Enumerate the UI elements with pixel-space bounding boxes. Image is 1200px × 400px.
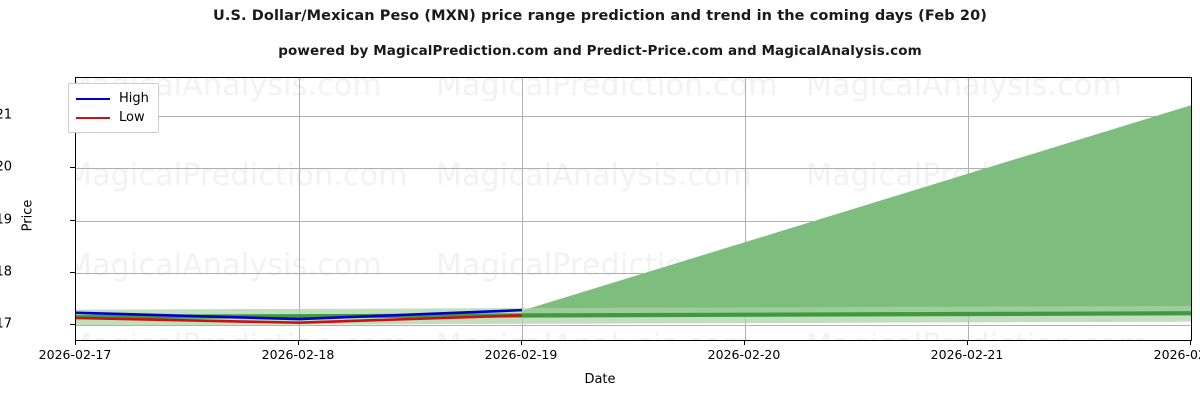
series-line-high	[76, 308, 523, 321]
grid-line-horizontal	[76, 325, 1191, 326]
grid-line-horizontal	[76, 168, 1191, 169]
x-axis-tick-mark	[967, 340, 968, 345]
legend-swatch-low	[76, 116, 110, 119]
grid-line-horizontal	[76, 116, 1191, 117]
y-axis-tick-label: 17	[0, 316, 12, 332]
x-axis-tick-label: 2026-02-20	[707, 347, 781, 362]
y-axis-tick-mark	[70, 219, 75, 221]
grid-line-vertical	[299, 78, 300, 340]
legend-label-low: Low	[119, 110, 145, 125]
x-axis-tick-label: 2026-02-22	[1153, 347, 1200, 362]
legend-item-high: High	[76, 89, 149, 108]
x-axis-tick-label: 2026-02-21	[930, 347, 1004, 362]
series-line-low	[76, 314, 523, 325]
x-axis-label: Date	[584, 372, 616, 387]
grid-line-horizontal	[76, 221, 1191, 222]
forecast-cone-area	[522, 105, 1191, 315]
x-axis-tick-label: 2026-02-19	[484, 347, 558, 362]
x-axis-tick-mark	[521, 340, 522, 345]
y-axis-tick-label: 18	[0, 264, 12, 280]
chart-subtitle: powered by MagicalPrediction.com and Pre…	[278, 43, 922, 59]
chart-title: U.S. Dollar/Mexican Peso (MXN) price ran…	[212, 8, 987, 24]
grid-line-vertical	[745, 78, 746, 340]
x-axis-tick-mark	[298, 340, 299, 345]
grid-line-vertical	[522, 78, 523, 340]
x-axis-tick-mark	[1190, 340, 1191, 345]
legend-item-low: Low	[76, 108, 149, 127]
y-axis-tick-label: 21	[0, 107, 12, 123]
y-axis-tick-label: 19	[0, 212, 12, 228]
x-axis-tick-mark	[75, 340, 76, 345]
x-axis-tick-label: 2026-02-17	[38, 347, 112, 362]
y-axis-tick-label: 20	[0, 159, 12, 175]
x-axis-tick-label: 2026-02-18	[261, 347, 335, 362]
legend: High Low	[68, 83, 159, 133]
legend-label-high: High	[119, 91, 149, 106]
y-axis-tick-mark	[70, 324, 75, 326]
data-series-layer	[76, 105, 1191, 326]
grid-line-horizontal	[76, 273, 1191, 274]
plot-area: MagicalAnalysis.com MagicalPrediction.com…	[75, 77, 1192, 341]
y-axis-tick-mark	[70, 271, 75, 273]
legend-swatch-high	[76, 97, 110, 100]
x-axis-tick-mark	[744, 340, 745, 345]
y-axis-tick-mark	[70, 167, 75, 169]
y-axis-label: Price	[20, 199, 36, 232]
